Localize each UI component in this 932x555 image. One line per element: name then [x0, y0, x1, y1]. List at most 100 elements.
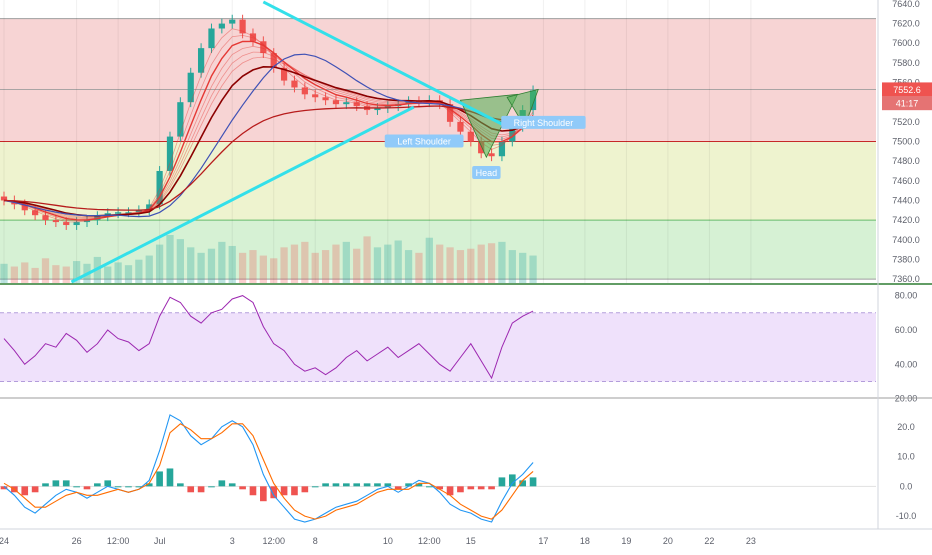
candle: [260, 41, 267, 54]
histogram-bar: [21, 486, 29, 496]
pattern-annotation: Head: [472, 165, 501, 179]
x-tick-label: 18: [580, 536, 590, 546]
volume-bar: [52, 265, 60, 283]
histogram-bar: [260, 486, 267, 502]
candle: [301, 87, 308, 95]
volume-bar: [207, 248, 216, 283]
candle: [478, 141, 485, 154]
y-tick-label: 7480.0: [892, 156, 920, 166]
histogram-bar: [311, 486, 319, 488]
candle: [322, 97, 329, 101]
volume-bar: [487, 243, 496, 283]
histogram-bar: [104, 480, 112, 487]
x-tick-label: 17: [538, 536, 548, 546]
volume-bar: [384, 244, 392, 283]
histogram-bar: [249, 486, 257, 496]
histogram-bar: [280, 486, 288, 496]
candle: [166, 136, 174, 171]
x-tick-label: 20: [663, 536, 673, 546]
volume-bar: [290, 244, 299, 283]
x-tick-label: 22: [704, 536, 714, 546]
rsi-line: [3, 295, 534, 380]
candle: [187, 72, 194, 103]
volume-bar: [228, 245, 236, 283]
volume-bar: [301, 241, 309, 283]
candle: [21, 204, 28, 211]
histogram-bar: [405, 483, 412, 487]
zone-band: [0, 220, 876, 280]
volume-bar: [249, 250, 257, 283]
sma-line: [3, 53, 534, 218]
price-badge: [882, 96, 932, 111]
x-tick-label: 12:00: [418, 536, 441, 546]
volume-bar: [394, 240, 402, 283]
candle: [156, 170, 163, 205]
histogram-bar: [426, 486, 433, 488]
price-panel[interactable]: Left Shoulder Head Right Shoulder 7640.0 762…: [0, 0, 932, 285]
volume-bar: [197, 252, 205, 283]
histogram-bar: [145, 483, 153, 487]
histogram-bar: [488, 486, 495, 490]
histogram-bar: [31, 486, 39, 493]
macd-tick-label: 10.0: [897, 452, 915, 462]
signal-line: [3, 423, 534, 520]
volume-bar: [72, 261, 81, 283]
y-tick-label: 7440.0: [892, 195, 920, 205]
zone-band: [0, 18, 876, 142]
rsi-panel[interactable]: 80.00 60.00 40.00 20.00: [0, 291, 932, 404]
candle: [125, 212, 132, 214]
histogram-bar: [363, 483, 371, 487]
candle: [239, 19, 246, 34]
macd-panel[interactable]: 20.0 10.0 0.0 -10.0: [0, 414, 916, 523]
price-badge: [882, 82, 932, 97]
volume-bar: [529, 255, 537, 283]
candle: [135, 210, 142, 213]
candle: [291, 80, 298, 88]
x-tick-label: 23: [746, 536, 756, 546]
long-ema-line: [3, 105, 534, 211]
histogram-bar: [52, 480, 60, 487]
x-tick-label: 26: [72, 536, 82, 546]
rsi-band: [0, 312, 876, 382]
histogram-bar: [197, 486, 205, 493]
y-tick-label: 7640.0: [892, 0, 920, 9]
candle: [374, 108, 381, 111]
candle: [32, 210, 39, 216]
candle: [353, 102, 360, 107]
y-tick-label: 7360.0: [892, 274, 920, 284]
macd-tick-label: 20.0: [897, 422, 915, 432]
histogram-bar: [177, 483, 184, 487]
histogram-bar: [384, 483, 392, 487]
candle: [42, 215, 49, 221]
candle: [280, 67, 288, 81]
volume-bar: [145, 255, 153, 283]
volume-bar: [456, 250, 465, 283]
volume-bar: [270, 258, 278, 283]
trendline: [70, 105, 415, 284]
histogram-bar: [135, 486, 143, 488]
pattern-annotation: Right Shoulder: [501, 115, 586, 129]
y-tick-label: 7420.0: [892, 215, 920, 225]
candle: [384, 106, 391, 109]
histogram-bar: [436, 486, 444, 490]
candle: [332, 100, 340, 105]
candle: [509, 126, 516, 142]
trendline: [262, 0, 508, 129]
y-tick-label: 7400.0: [892, 235, 920, 245]
candle: [343, 102, 350, 105]
volume-bar: [41, 258, 50, 283]
price-badge-label: 41:17: [896, 99, 919, 109]
candle: [52, 220, 59, 223]
candle: [415, 101, 423, 103]
histogram-bar: [62, 480, 70, 487]
volume-bar: [363, 236, 371, 283]
candle: [312, 94, 319, 98]
y-tick-label: 7380.0: [892, 254, 920, 264]
x-tick-label: 10: [383, 536, 393, 546]
y-tick-label: 7520.0: [892, 117, 920, 127]
candle: [488, 153, 495, 157]
histogram-bar: [343, 483, 350, 487]
